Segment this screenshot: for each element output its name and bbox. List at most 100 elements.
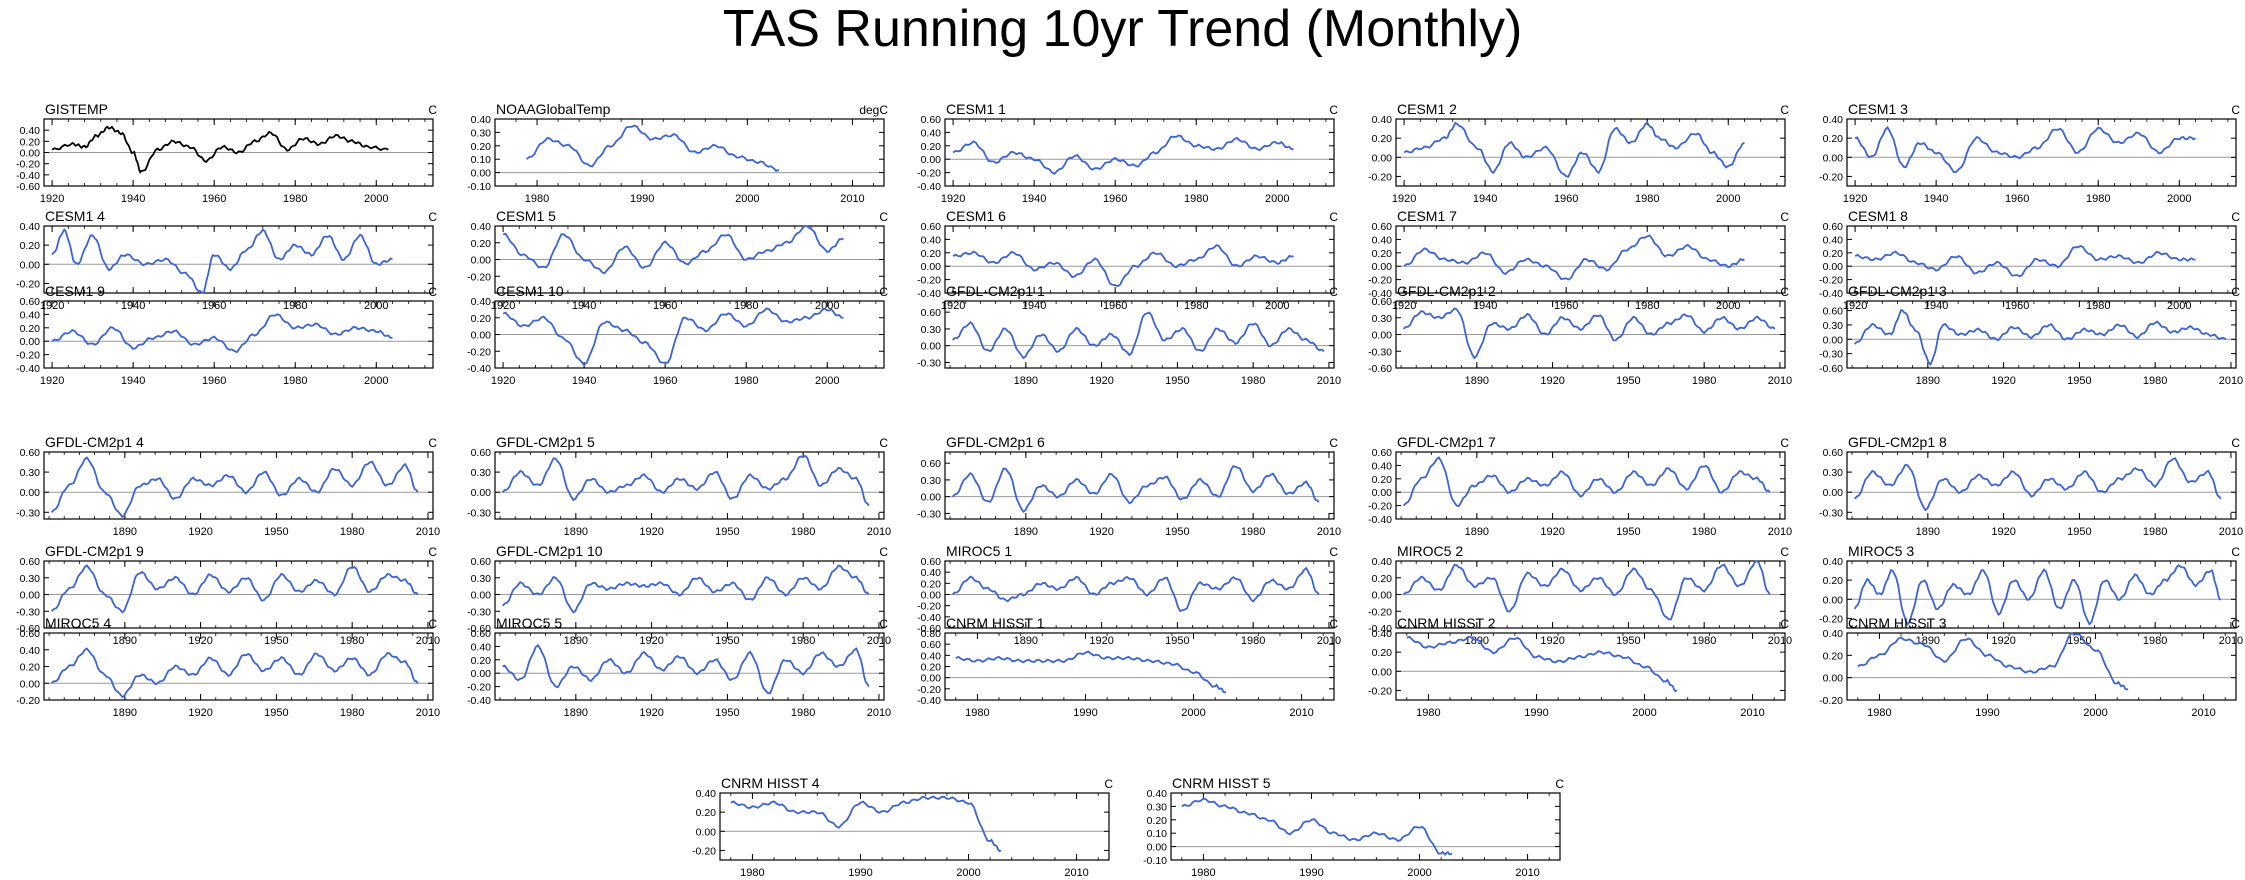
y-tick-label: 0.00 bbox=[471, 668, 492, 680]
y-tick-label: 0.60 bbox=[20, 628, 41, 640]
y-tick-label: 0.20 bbox=[471, 238, 492, 250]
y-tick-label: 0.30 bbox=[471, 467, 492, 479]
panel-26: MIROC5 4 C 0.60 0.40 0.20 0.00 -0.20 1890 1920 19… bbox=[16, 615, 440, 719]
x-tick-label: 2000 bbox=[2167, 193, 2191, 205]
y-tick-label: 0.20 bbox=[1823, 575, 1844, 587]
x-tick-label: 1960 bbox=[2005, 300, 2029, 312]
y-tick-label: 0.40 bbox=[1823, 556, 1844, 568]
plot-frame bbox=[1170, 792, 1561, 861]
y-tick-label: 0.20 bbox=[1823, 650, 1844, 662]
y-tick-label: -0.20 bbox=[917, 275, 941, 287]
x-tick-label: 1920 bbox=[639, 526, 663, 538]
series-line bbox=[502, 643, 870, 695]
y-tick-label: 0.00 bbox=[1372, 261, 1393, 273]
x-tick-label: 1920 bbox=[1392, 300, 1416, 312]
y-tick-label: -0.20 bbox=[1368, 606, 1392, 618]
x-tick-label: 1920 bbox=[1540, 375, 1564, 387]
panel-title: CNRM HISST 4 bbox=[721, 775, 820, 791]
x-tick-label: 1940 bbox=[1022, 193, 1046, 205]
panel-31: CNRM HISST 4 C 0.40 0.20 0.00 -0.20 1980 1990 20… bbox=[692, 775, 1113, 879]
x-tick-label: 1980 bbox=[340, 526, 364, 538]
x-tick-label: 2010 bbox=[867, 526, 891, 538]
units-label: C bbox=[428, 285, 437, 299]
y-tick-label: 0.40 bbox=[1823, 114, 1844, 126]
y-tick-label: 0.00 bbox=[1823, 152, 1844, 164]
series-line bbox=[955, 650, 1227, 694]
series-line bbox=[1403, 121, 1745, 178]
y-tick-label: 0.40 bbox=[921, 567, 942, 579]
x-tick-label: 1920 bbox=[1991, 526, 2015, 538]
x-tick-label: 1890 bbox=[1916, 526, 1940, 538]
x-tick-label: 1890 bbox=[564, 707, 588, 719]
y-tick-label: 0.00 bbox=[20, 590, 41, 602]
x-tick-label: 1980 bbox=[740, 867, 764, 879]
x-tick-label: 1980 bbox=[1241, 375, 1265, 387]
x-tick-label: 2010 bbox=[1289, 707, 1313, 719]
y-tick-label: 0.60 bbox=[1372, 221, 1393, 233]
x-tick-label: 1980 bbox=[340, 635, 364, 647]
x-tick-label: 1940 bbox=[1473, 300, 1497, 312]
plot-frame bbox=[494, 118, 885, 187]
x-tick-label: 1940 bbox=[1022, 300, 1046, 312]
y-tick-label: 0.20 bbox=[921, 662, 942, 674]
x-tick-label: 2010 bbox=[2191, 707, 2215, 719]
y-tick-label: 0.20 bbox=[921, 578, 942, 590]
y-tick-label: 0.20 bbox=[1372, 647, 1393, 659]
y-tick-label: 0.00 bbox=[921, 341, 942, 353]
x-tick-label: 1980 bbox=[1184, 193, 1208, 205]
panel-28: CNRM HISST 1 C0.800.600.400.200.00-0.20-0… bbox=[917, 615, 1338, 719]
x-tick-label: 1980 bbox=[1635, 300, 1659, 312]
y-tick-label: 0.00 bbox=[696, 826, 717, 838]
series-line bbox=[1854, 125, 2196, 174]
x-tick-label: 1950 bbox=[1616, 375, 1640, 387]
x-tick-label: 1890 bbox=[113, 526, 137, 538]
y-tick-label: 0.20 bbox=[20, 323, 41, 335]
plot-frame bbox=[494, 632, 885, 701]
series-line bbox=[51, 227, 393, 294]
x-tick-label: 1980 bbox=[2086, 300, 2110, 312]
y-tick-label: -0.20 bbox=[1819, 695, 1843, 707]
y-tick-label: -0.20 bbox=[917, 684, 941, 696]
panel-title: GFDL-CM2p1 9 bbox=[45, 543, 144, 559]
panel-title: NOAAGlobalTemp bbox=[496, 101, 611, 117]
panel-title: GFDL-CM2p1 5 bbox=[496, 434, 595, 450]
x-tick-label: 1990 bbox=[630, 193, 654, 205]
x-tick-label: 1950 bbox=[1165, 526, 1189, 538]
series-line bbox=[1857, 632, 2129, 691]
x-tick-label: 1950 bbox=[264, 526, 288, 538]
x-tick-label: 1980 bbox=[340, 707, 364, 719]
y-tick-label: 0.40 bbox=[20, 645, 41, 657]
y-tick-label: 0.30 bbox=[1147, 801, 1168, 813]
units-label: C bbox=[1329, 436, 1338, 450]
x-tick-label: 1920 bbox=[1540, 635, 1564, 647]
x-tick-label: 1980 bbox=[1241, 635, 1265, 647]
y-tick-label: 0.20 bbox=[1372, 474, 1393, 486]
panel-title: GFDL-CM2p1 8 bbox=[1848, 434, 1947, 450]
panel-title: CESM1 8 bbox=[1848, 208, 1908, 224]
y-tick-label: 0.00 bbox=[921, 261, 942, 273]
x-tick-label: 1950 bbox=[1165, 635, 1189, 647]
plot-frame bbox=[944, 632, 1335, 701]
x-tick-label: 1980 bbox=[1241, 526, 1265, 538]
y-tick-label: -0.40 bbox=[1819, 288, 1843, 300]
y-tick-label: 0.00 bbox=[471, 590, 492, 602]
x-tick-label: 1920 bbox=[941, 193, 965, 205]
plot-frame bbox=[1395, 225, 1786, 294]
series-line bbox=[1853, 563, 2221, 626]
x-tick-label: 1890 bbox=[1014, 375, 1038, 387]
x-tick-label: 1890 bbox=[1014, 635, 1038, 647]
y-tick-label: 0.60 bbox=[471, 447, 492, 459]
plot-frame bbox=[494, 451, 885, 520]
panel-2: NOAAGlobalTemp degC 0.400.30 0.200.10 0.00-0… bbox=[467, 101, 888, 205]
panel-title: CESM1 2 bbox=[1397, 101, 1457, 117]
y-tick-label: 0.20 bbox=[921, 141, 942, 153]
page-title: TAS Running 10yr Trend (Monthly) bbox=[722, 0, 1523, 58]
plot-frame bbox=[43, 451, 434, 520]
units-label: C bbox=[1329, 103, 1338, 117]
y-tick-label: 0.10 bbox=[1147, 828, 1168, 840]
series-line bbox=[1853, 457, 2222, 512]
y-tick-label: 0.40 bbox=[471, 641, 492, 653]
